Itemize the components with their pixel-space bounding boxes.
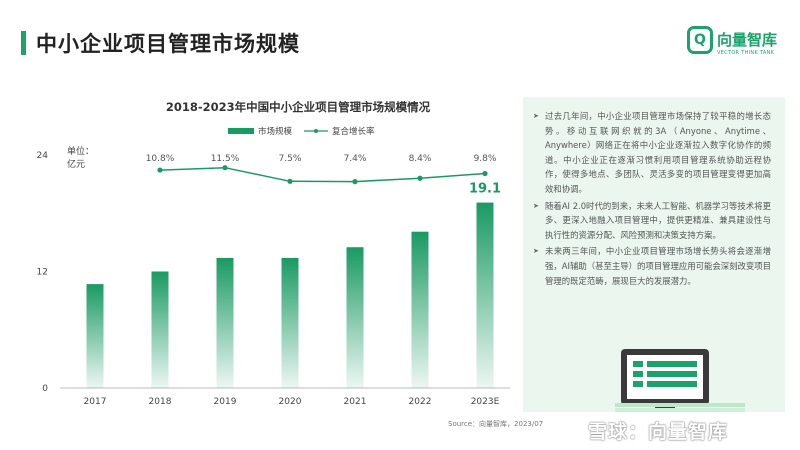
growth-point-2020 xyxy=(287,178,293,184)
insight-bullet-3: 未来两三年间，中小企业项目管理市场增长势头将会逐渐增强，AI辅助（甚至主导）的项… xyxy=(533,244,771,288)
bar-2020 xyxy=(281,257,299,388)
y-tick-label-1: 12 xyxy=(37,268,48,278)
growth-point-2021 xyxy=(352,179,358,185)
x-tick-label-2022: 2022 xyxy=(409,397,432,407)
bar-2017 xyxy=(86,284,104,388)
growth-label-2023E: 9.8% xyxy=(474,154,497,164)
growth-label-2022: 8.4% xyxy=(409,154,432,164)
bar-2022 xyxy=(411,231,429,388)
legend-label-bar: 市场规模 xyxy=(258,126,293,137)
y-tick-label-0: 0 xyxy=(42,384,48,394)
y-unit-label-2: 亿元 xyxy=(67,158,85,170)
bar-2023E xyxy=(476,202,494,388)
insight-list: 过去几年间，中小企业项目管理市场保持了较平稳的增长态势。移动互联网织就的3A（A… xyxy=(523,97,785,288)
growth-point-2022 xyxy=(417,175,423,181)
bar-2019 xyxy=(216,257,234,388)
growth-label-2020: 7.5% xyxy=(279,154,302,164)
growth-point-2018 xyxy=(157,167,163,173)
x-tick-label-2021: 2021 xyxy=(344,397,367,407)
growth-label-2019: 11.5% xyxy=(211,154,240,164)
y-unit-label-1: 单位： xyxy=(67,145,94,157)
brand-logo: Q 向量智库 VECTOR THINK TANK xyxy=(687,26,787,66)
x-tick-label-2020: 2020 xyxy=(279,397,302,407)
insight-bullet-2: 随着AI 2.0时代的到来，未来人工智能、机器学习等技术将更多、更深入地融入项目… xyxy=(533,199,771,243)
bar-2018 xyxy=(151,271,169,388)
bar-2021 xyxy=(346,247,364,388)
dashboard-illustration-icon xyxy=(615,349,745,412)
growth-point-2019 xyxy=(222,165,228,171)
growth-rate-line xyxy=(159,166,486,183)
legend-swatch-bar xyxy=(228,128,254,134)
growth-label-2021: 7.4% xyxy=(344,154,367,164)
logo-subtitle: VECTOR THINK TANK xyxy=(717,50,775,56)
title-accent-bar xyxy=(21,31,26,55)
legend-label-line: 复合增长率 xyxy=(332,126,375,137)
logo-name: 向量智库 xyxy=(717,31,778,49)
y-tick-label-2: 24 xyxy=(37,151,49,161)
x-tick-label-2018: 2018 xyxy=(149,397,172,407)
x-tick-label-2023E: 2023E xyxy=(471,397,500,407)
logo-icon: Q xyxy=(687,26,713,54)
x-tick-label-2019: 2019 xyxy=(214,397,237,407)
growth-point-2023E xyxy=(482,170,488,177)
bar-value-label-2023E: 19.1 xyxy=(469,182,501,197)
insight-bullet-1: 过去几年间，中小企业项目管理市场保持了较平稳的增长态势。移动互联网织就的3A（A… xyxy=(533,109,771,197)
chart-title: 2018-2023年中国中小企业项目管理市场规模情况 xyxy=(166,100,431,114)
page-title: 中小企业项目管理市场规模 xyxy=(36,32,300,56)
x-tick-label-2017: 2017 xyxy=(84,397,107,407)
watermark: 雪球：向量智库 xyxy=(588,421,729,443)
insight-panel: 过去几年间，中小企业项目管理市场保持了较平稳的增长态势。移动互联网织就的3A（A… xyxy=(523,97,785,412)
source-note: Source：向量智库，2023/07 xyxy=(448,420,544,428)
legend-marker-line xyxy=(314,129,318,133)
growth-label-2018: 10.8% xyxy=(146,154,175,164)
